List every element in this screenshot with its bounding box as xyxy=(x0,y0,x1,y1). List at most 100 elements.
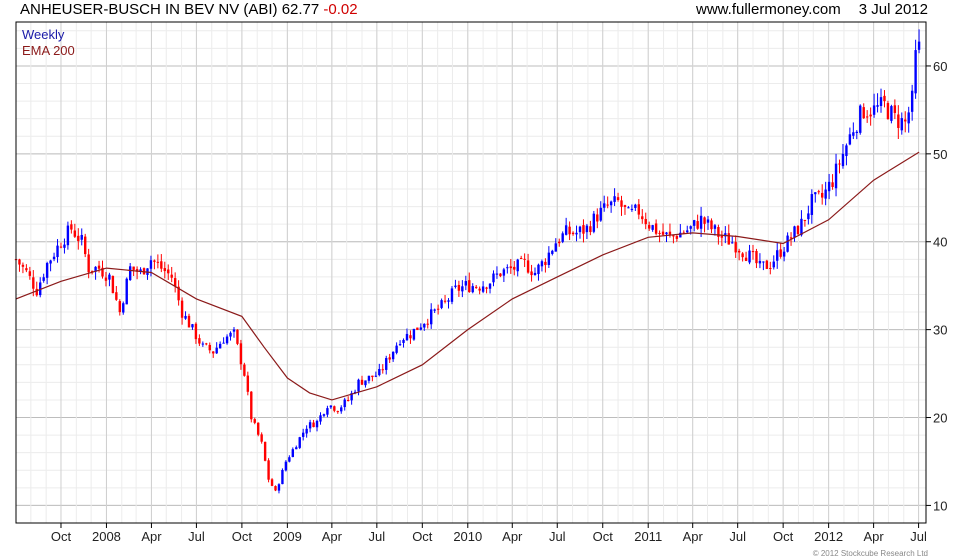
candle-body xyxy=(80,234,83,240)
candle-body xyxy=(267,460,270,480)
candle-body xyxy=(346,400,350,402)
candle-body xyxy=(762,261,765,263)
candle-body xyxy=(187,315,191,328)
candle-body xyxy=(263,441,267,461)
candle-body xyxy=(257,422,260,435)
candle-body xyxy=(104,277,108,281)
candle-body xyxy=(215,347,218,354)
candle-body xyxy=(658,232,661,234)
candle-body xyxy=(910,90,914,112)
candle-body xyxy=(184,315,187,319)
candle-body xyxy=(405,333,409,341)
candle-body xyxy=(675,236,679,239)
plot-frame xyxy=(15,21,927,524)
x-tick-label: Jul xyxy=(188,529,205,544)
y-tick-label: 30 xyxy=(933,323,947,338)
candle-body xyxy=(530,271,533,276)
candle-body xyxy=(699,215,703,229)
candle-body xyxy=(398,344,402,346)
candle-body xyxy=(416,327,419,330)
candle-body xyxy=(641,216,644,220)
header-right: www.fullermoney.com 3 Jul 2012 xyxy=(696,1,928,18)
candle-body xyxy=(796,226,800,235)
candle-body xyxy=(205,343,208,345)
candle-body xyxy=(523,258,526,260)
candle-body xyxy=(395,345,398,353)
candle-body xyxy=(613,196,616,202)
candle-body xyxy=(571,232,575,235)
candle-body xyxy=(537,264,540,275)
candle-body xyxy=(474,286,478,288)
candle-body xyxy=(575,232,578,235)
candle-body xyxy=(582,225,585,234)
candle-body xyxy=(288,457,291,462)
candle-body xyxy=(277,484,281,491)
candle-body xyxy=(447,300,450,302)
candle-body xyxy=(180,300,184,318)
candle-body xyxy=(208,344,211,351)
candle-body xyxy=(786,235,789,252)
x-tick-label: Jul xyxy=(910,529,927,544)
candle-body xyxy=(167,269,170,274)
candle-body xyxy=(585,225,589,233)
candle-body xyxy=(751,250,755,253)
candle-body xyxy=(191,324,194,328)
candle-body xyxy=(616,197,620,201)
candle-body xyxy=(312,422,315,428)
candle-body xyxy=(201,343,205,345)
candle-body xyxy=(132,266,135,270)
candle-body xyxy=(876,105,879,107)
candle-body xyxy=(748,250,751,263)
candle-body xyxy=(454,285,457,287)
candle-body xyxy=(485,287,488,289)
candle-body xyxy=(869,114,872,117)
candle-body xyxy=(890,106,893,121)
y-tick-label: 40 xyxy=(933,235,947,250)
site-link[interactable]: www.fullermoney.com xyxy=(696,1,841,18)
candle-body xyxy=(883,95,886,102)
candle-body xyxy=(21,264,25,267)
x-tick-label: Oct xyxy=(51,529,72,544)
candle-body xyxy=(609,201,613,206)
candle-body xyxy=(409,335,412,339)
candle-body xyxy=(308,422,312,429)
candle-body xyxy=(170,274,173,278)
candle-body xyxy=(703,217,706,224)
candle-body xyxy=(713,225,717,229)
candle-body xyxy=(468,280,471,293)
candle-body xyxy=(793,226,796,238)
x-axis: Oct 2008 Apr Jul Oct 2009 Apr Jul Oct 2010 Apr Jul O… xyxy=(51,523,927,544)
candle-body xyxy=(426,323,429,325)
x-tick-label: Apr xyxy=(322,529,343,544)
candle-body xyxy=(848,134,852,145)
candle-body xyxy=(135,269,139,272)
candle-body xyxy=(651,225,654,230)
candle-body xyxy=(592,213,596,232)
candle-body xyxy=(59,246,63,248)
candle-body xyxy=(679,232,682,238)
candle-body xyxy=(56,245,59,258)
candle-body xyxy=(682,232,685,234)
candle-body xyxy=(533,272,537,276)
x-tick-label: 2010 xyxy=(453,529,482,544)
candle-body xyxy=(481,286,485,292)
candle-body xyxy=(305,428,308,434)
candle-body xyxy=(827,181,831,192)
candle-body xyxy=(540,261,544,267)
candle-body xyxy=(599,207,602,221)
candle-body xyxy=(149,260,153,269)
candle-body xyxy=(782,251,786,257)
candle-body xyxy=(45,263,49,278)
candle-body xyxy=(478,288,481,291)
candle-body xyxy=(18,259,21,265)
candle-body xyxy=(322,414,326,416)
candle-body xyxy=(42,277,45,281)
candle-body xyxy=(672,235,675,237)
candle-body xyxy=(630,208,634,210)
candle-body xyxy=(326,408,329,415)
candle-body xyxy=(87,254,90,273)
candle-body xyxy=(70,224,73,230)
candle-body xyxy=(717,227,720,237)
candle-body xyxy=(350,393,353,401)
candle-body xyxy=(160,261,163,269)
